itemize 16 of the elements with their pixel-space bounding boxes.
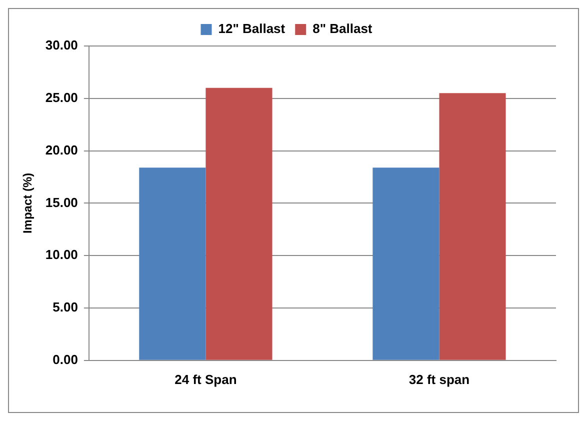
y-tick-label: 10.00 <box>45 247 78 262</box>
y-tick-label: 30.00 <box>45 38 78 53</box>
bar <box>439 93 506 360</box>
bar <box>372 168 440 360</box>
legend-label: 8" Ballast <box>312 21 373 36</box>
y-tick-label: 0.00 <box>52 352 78 367</box>
y-tick-label: 20.00 <box>45 142 78 158</box>
legend-label: 12" Ballast <box>218 21 286 36</box>
y-axis-title: Impact (%) <box>20 172 35 234</box>
x-tick-label: 32 ft span <box>408 372 470 387</box>
y-tick-label: 15.00 <box>45 194 78 210</box>
bar <box>139 168 206 360</box>
y-tick-label: 25.00 <box>45 90 78 105</box>
x-tick-label: 24 ft Span <box>174 372 237 387</box>
y-tick-label: 5.00 <box>52 300 78 315</box>
bar <box>206 88 272 360</box>
